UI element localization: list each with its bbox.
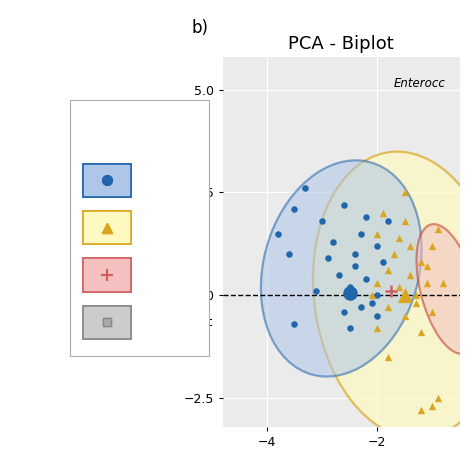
Point [274, 230, 282, 237]
Point [374, 312, 381, 319]
Title: PCA - Biplot: PCA - Biplot [288, 35, 394, 53]
Point [428, 402, 436, 410]
Point [335, 271, 342, 278]
Point [401, 218, 409, 225]
FancyBboxPatch shape [83, 164, 131, 197]
Point [384, 218, 392, 225]
Point [401, 189, 409, 196]
FancyBboxPatch shape [83, 164, 131, 197]
Text: good: good [144, 221, 175, 234]
Point [351, 250, 359, 258]
Point [362, 213, 370, 221]
Point [368, 292, 375, 299]
Text: insufficient: insufficient [144, 316, 213, 329]
Point [401, 312, 409, 319]
Point [301, 184, 309, 192]
FancyBboxPatch shape [83, 306, 131, 339]
Point [374, 292, 381, 299]
Text: Status: Status [120, 126, 171, 140]
Point [362, 275, 370, 283]
FancyBboxPatch shape [83, 306, 131, 339]
Point [428, 308, 436, 315]
Point [384, 353, 392, 361]
FancyBboxPatch shape [83, 211, 131, 244]
Point [313, 287, 320, 295]
Ellipse shape [417, 224, 474, 354]
Point [379, 209, 386, 217]
Point [395, 283, 403, 291]
Point [374, 242, 381, 250]
FancyBboxPatch shape [83, 258, 131, 292]
Point [418, 328, 425, 336]
Point [406, 271, 414, 278]
Point [368, 300, 375, 307]
Point [390, 250, 397, 258]
Point [357, 230, 365, 237]
Point [395, 234, 403, 241]
Point [374, 279, 381, 287]
Text: excellent: excellent [144, 173, 201, 187]
Point [374, 324, 381, 332]
Text: Status: Status [120, 126, 171, 140]
Point [418, 258, 425, 266]
Point [346, 324, 353, 332]
FancyBboxPatch shape [70, 100, 210, 356]
Point [346, 283, 353, 291]
Text: excellent: excellent [144, 173, 201, 187]
Point [412, 292, 419, 299]
Point [340, 201, 348, 209]
Point [439, 279, 447, 287]
Point [384, 267, 392, 274]
Point [406, 242, 414, 250]
Text: b): b) [191, 19, 209, 37]
Point [428, 242, 436, 250]
Text: Enterocc: Enterocc [394, 77, 446, 91]
Point [291, 320, 298, 328]
Point [291, 205, 298, 213]
Point [412, 300, 419, 307]
Point [434, 394, 441, 401]
Point [423, 263, 430, 270]
Text: good: good [144, 221, 175, 234]
Point [324, 255, 331, 262]
Point [329, 238, 337, 246]
Point [285, 250, 293, 258]
Point [379, 258, 386, 266]
FancyBboxPatch shape [83, 211, 131, 244]
Point [423, 279, 430, 287]
Point [401, 292, 409, 299]
Point [351, 263, 359, 270]
Ellipse shape [261, 160, 422, 376]
Point [434, 226, 441, 233]
Text: sufficient: sufficient [144, 268, 202, 282]
Ellipse shape [313, 152, 474, 438]
Point [318, 218, 326, 225]
Point [346, 289, 353, 297]
Point [374, 230, 381, 237]
Point [357, 304, 365, 311]
Point [384, 304, 392, 311]
Point [418, 406, 425, 414]
Point [340, 308, 348, 315]
Text: insufficient: insufficient [144, 316, 213, 329]
Text: sufficient: sufficient [144, 268, 202, 282]
FancyBboxPatch shape [83, 258, 131, 292]
Y-axis label: Dim2 (38.1%): Dim2 (38.1%) [164, 194, 178, 290]
